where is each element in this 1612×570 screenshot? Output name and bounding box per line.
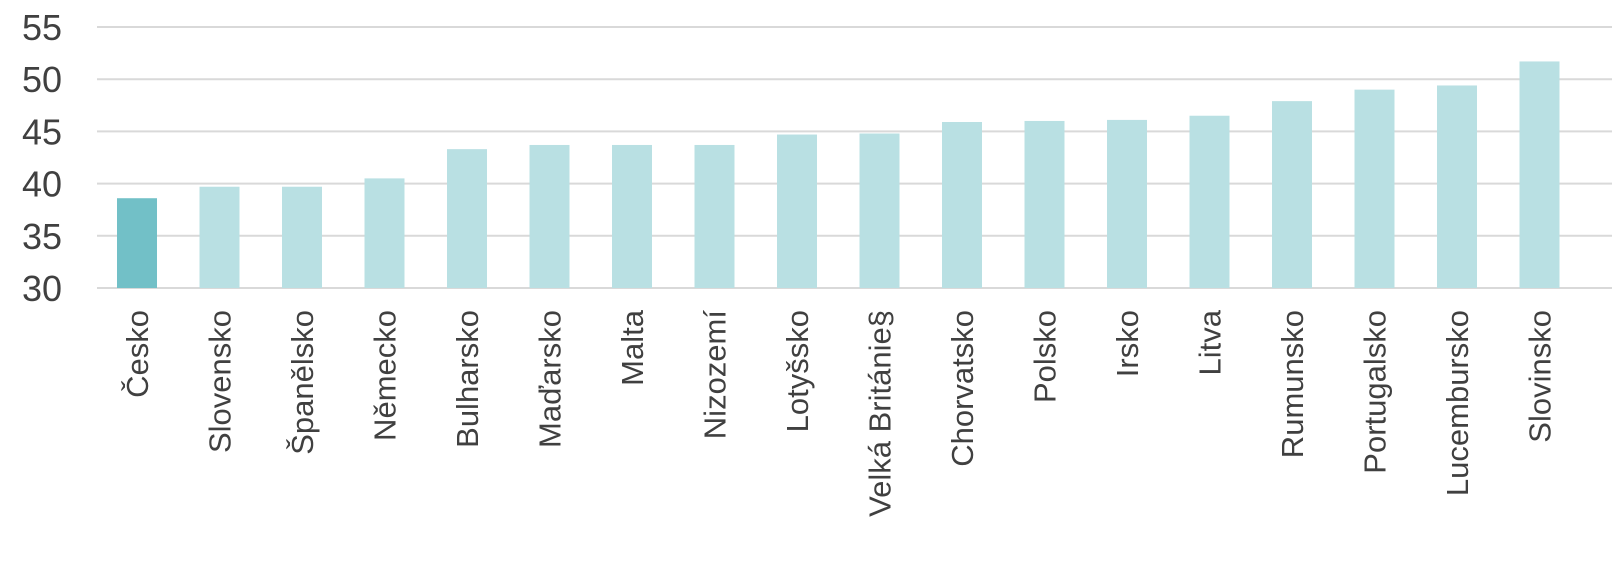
x-tick-label: Česko <box>120 310 155 398</box>
bar <box>1107 119 1147 288</box>
x-tick-label: Rumunsko <box>1275 310 1310 458</box>
x-tick-label: Irsko <box>1110 310 1145 377</box>
bar <box>117 198 157 288</box>
bar <box>942 122 982 288</box>
y-tick-label: 35 <box>22 216 62 257</box>
x-tick-label: Bulharsko <box>450 310 485 448</box>
bar <box>1024 120 1065 289</box>
y-tick-label: 30 <box>22 268 62 309</box>
bar <box>282 186 322 288</box>
x-tick-label: Portugalsko <box>1358 310 1393 474</box>
bar <box>447 149 487 288</box>
bar <box>777 134 817 288</box>
bar <box>1519 61 1560 289</box>
x-tick-label: Španělsko <box>285 310 320 455</box>
bar <box>1437 85 1477 289</box>
bar <box>612 144 652 288</box>
bar <box>364 178 405 288</box>
x-tick-label: Velká Britániе§ <box>863 310 898 517</box>
x-tick-label: Malta <box>615 309 650 386</box>
y-axis-tick-labels: 30 35 40 45 50 55 <box>22 7 62 309</box>
x-tick-label: Chorvatsko <box>945 310 980 467</box>
bar <box>199 186 240 288</box>
x-tick-label: Německo <box>368 310 403 441</box>
bar <box>694 144 735 288</box>
x-axis-tick-labels: Česko Slovensko Španělsko Německo Bulharsko M… <box>120 309 1558 517</box>
bar <box>1354 89 1395 288</box>
x-tick-label: Litva <box>1193 309 1228 375</box>
bar <box>1272 101 1312 289</box>
x-tick-label: Maďarsko <box>533 310 568 448</box>
y-tick-label: 40 <box>22 164 62 205</box>
x-tick-label: Lucembursko <box>1440 310 1475 496</box>
bar <box>529 144 570 288</box>
bars <box>117 61 1560 289</box>
bar <box>1189 115 1230 289</box>
y-tick-label: 45 <box>22 111 62 152</box>
bar <box>859 133 900 288</box>
x-tick-label: Nizozemí <box>698 310 733 440</box>
x-tick-label: Polsko <box>1028 310 1063 403</box>
y-tick-label: 55 <box>22 7 62 48</box>
y-tick-label: 50 <box>22 59 62 100</box>
x-tick-label: Slovinsko <box>1523 310 1558 443</box>
x-tick-label: Slovensko <box>203 310 238 453</box>
x-tick-label: Lotyšsko <box>780 310 815 432</box>
